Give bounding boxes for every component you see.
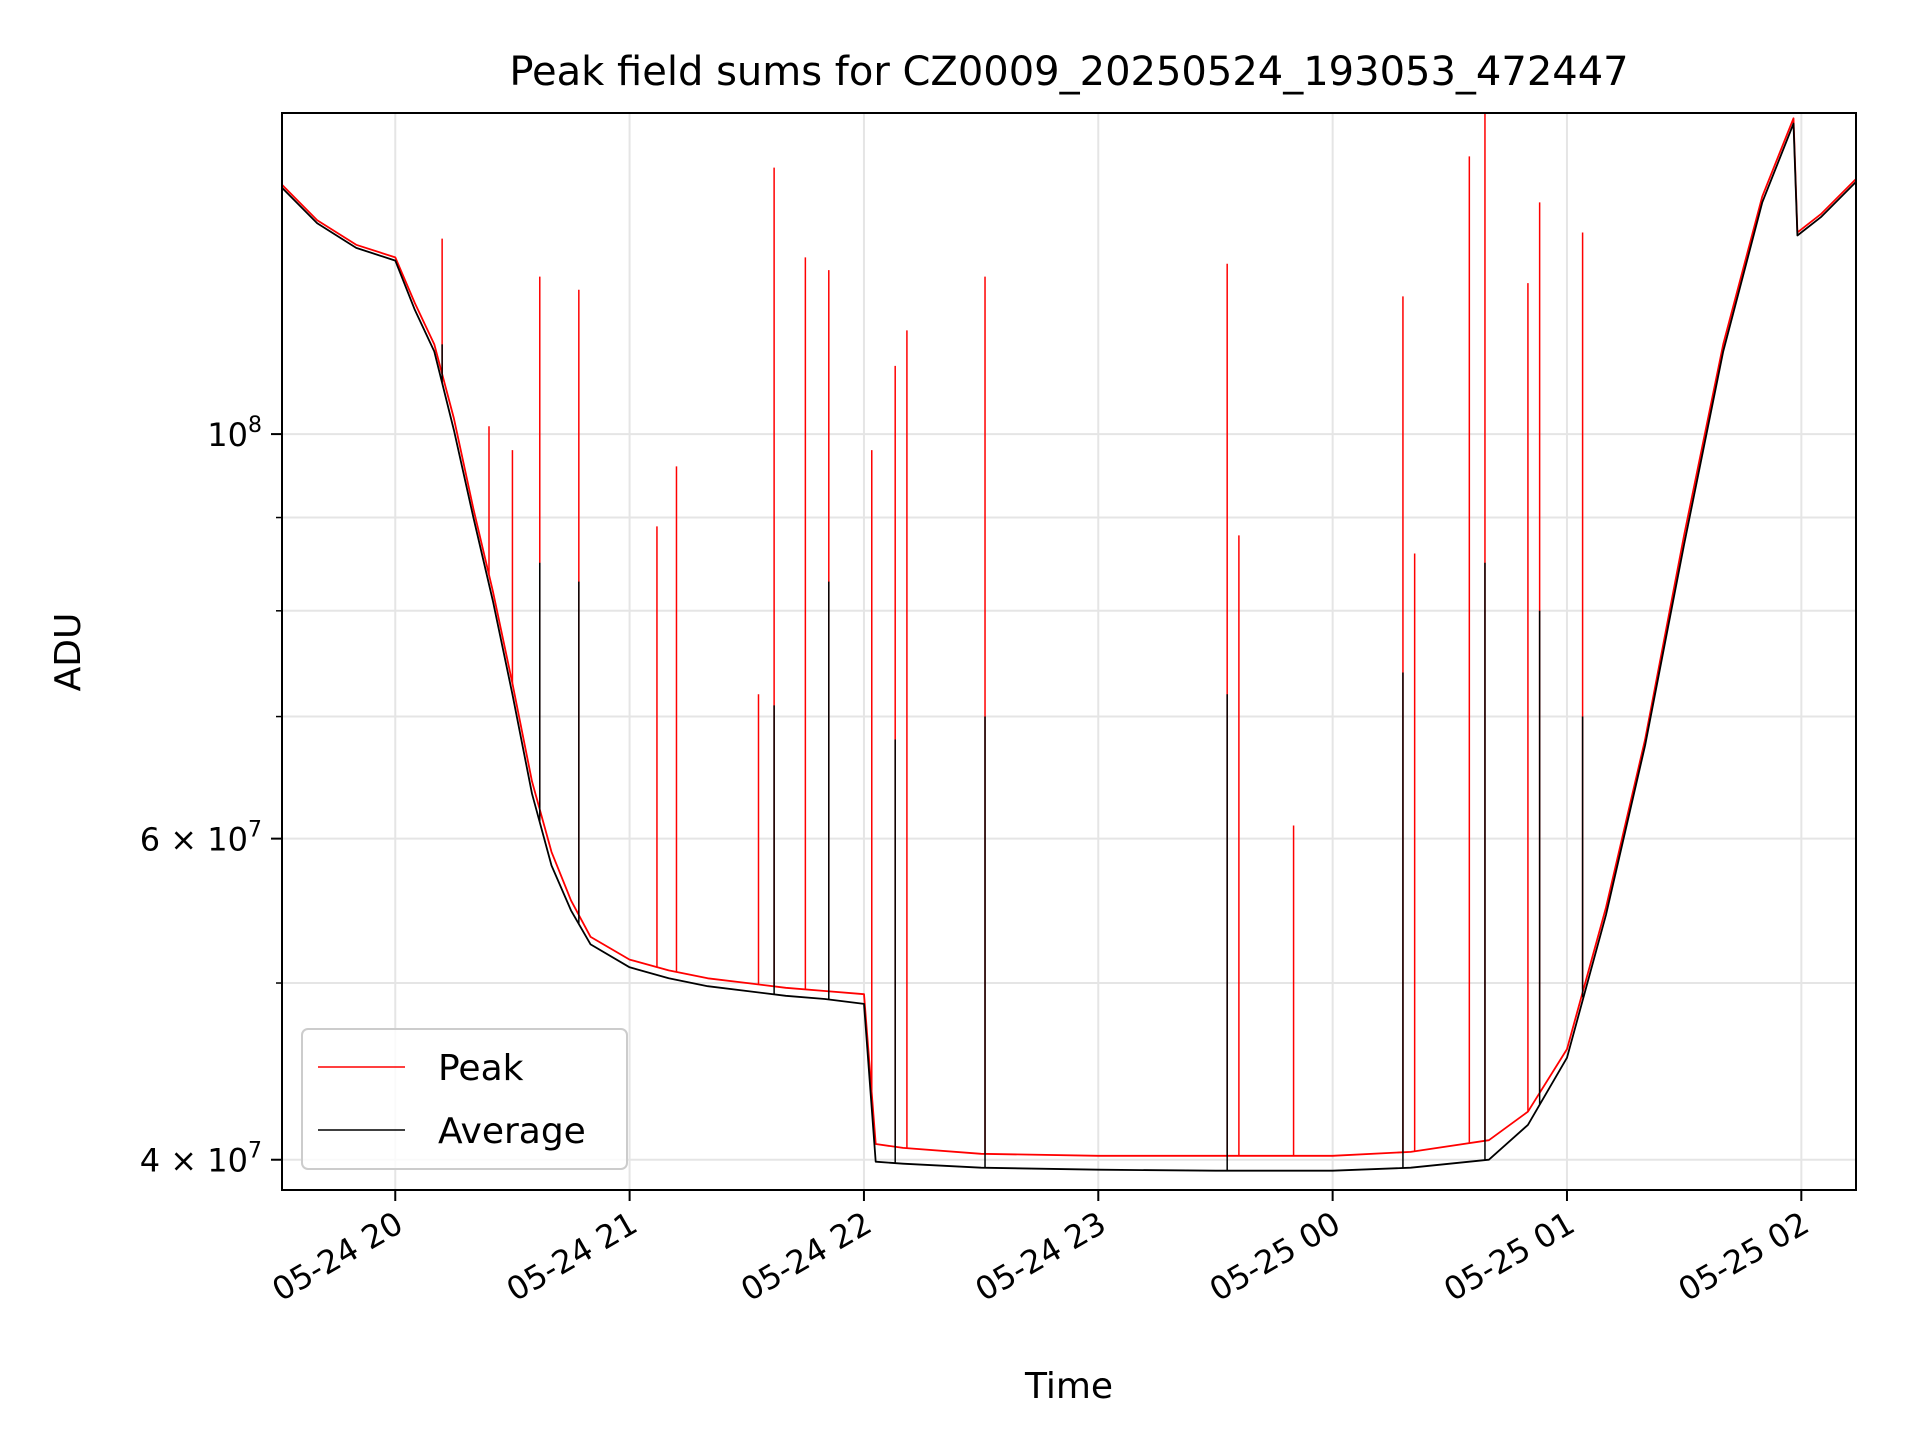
grid-lines bbox=[282, 113, 1856, 1190]
y-tick-label: 6 × 107 bbox=[140, 818, 262, 859]
y-axis-label: ADU bbox=[48, 613, 89, 692]
y-tick-label: 4 × 107 bbox=[140, 1139, 262, 1180]
average-series-line bbox=[281, 122, 1857, 1172]
legend-peak-label: Peak bbox=[438, 1048, 524, 1089]
legend-box bbox=[301, 1028, 628, 1170]
x-axis-label: Time bbox=[1024, 1366, 1113, 1407]
chart-title: Peak field sums for CZ0009_20250524_1930… bbox=[509, 49, 1628, 95]
legend: Peak Average bbox=[301, 1028, 628, 1170]
plot-frame bbox=[281, 112, 1857, 1191]
legend-average-label: Average bbox=[438, 1111, 586, 1152]
peak-series-line bbox=[281, 117, 1857, 1157]
series-layer bbox=[281, 113, 1857, 1172]
